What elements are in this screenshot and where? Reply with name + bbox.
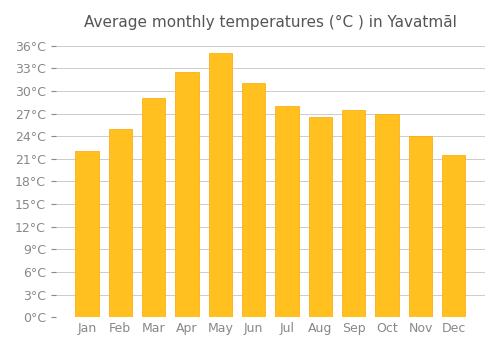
Bar [142,98,166,317]
Bar [276,106,298,317]
Bar [409,136,432,317]
Bar [75,151,98,317]
Bar [342,110,365,317]
Bar [308,117,332,317]
Bar [242,83,266,317]
Bar [208,53,232,317]
Bar [176,72,199,317]
Title: Average monthly temperatures (°C ) in Yavatmāl: Average monthly temperatures (°C ) in Ya… [84,15,457,30]
Bar [376,113,399,317]
Bar [442,155,466,317]
Bar [108,128,132,317]
